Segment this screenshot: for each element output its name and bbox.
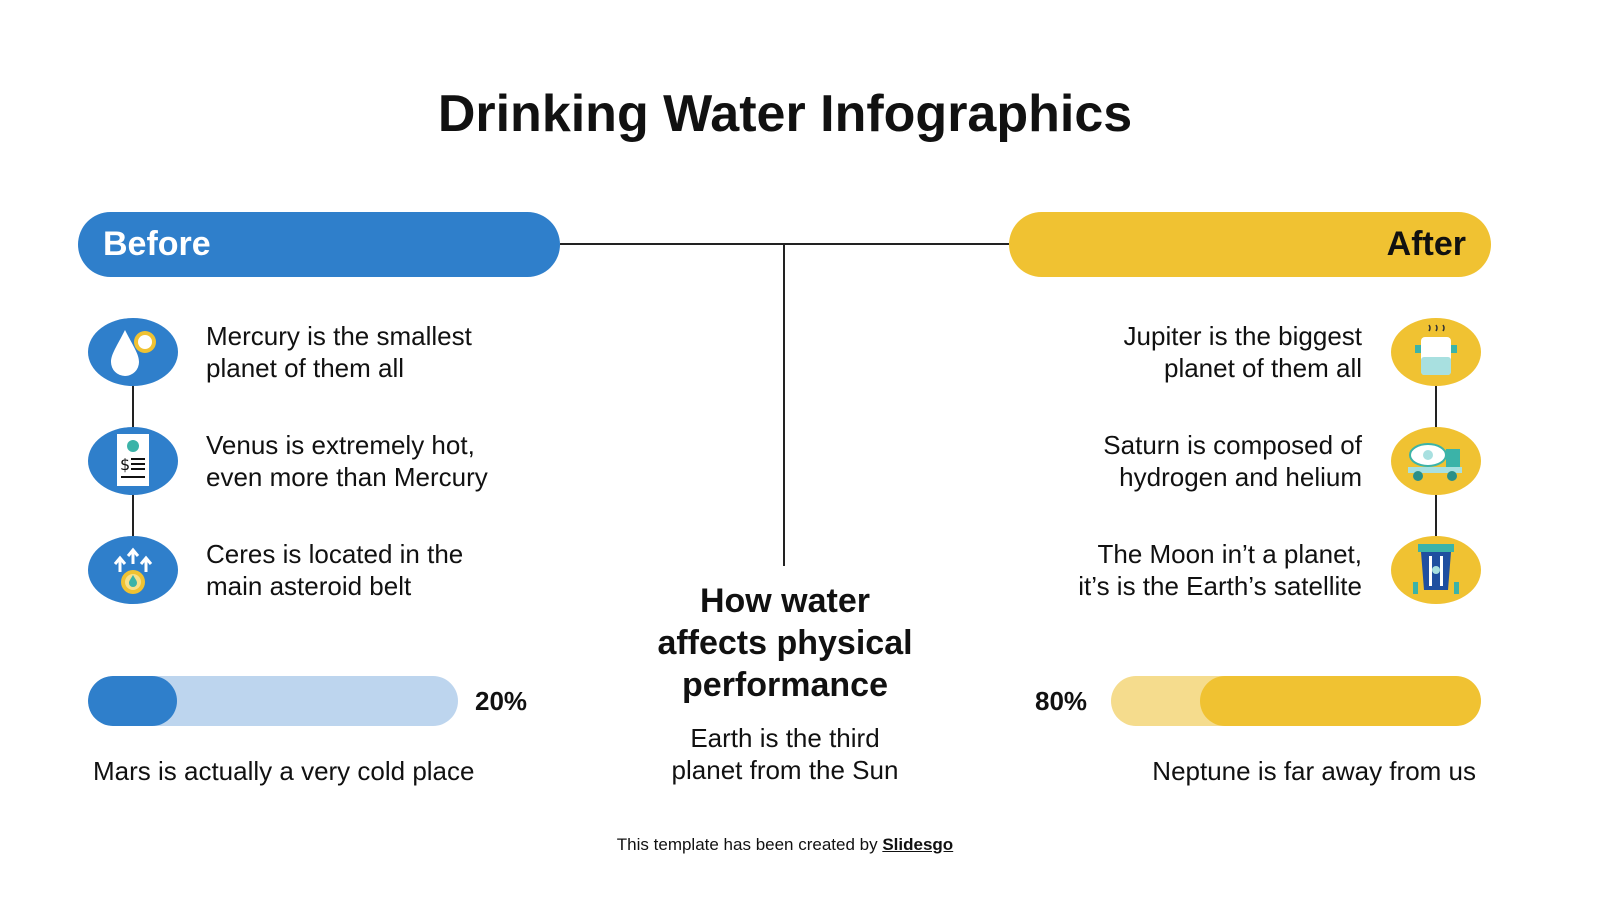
after-item-1: Jupiter is the biggest planet of them all <box>942 320 1362 384</box>
before-item-3-line2: main asteroid belt <box>206 571 412 601</box>
before-progress-bar <box>88 676 458 726</box>
center-sub-line1: Earth is the third <box>690 723 880 753</box>
connector-vertical <box>783 244 785 566</box>
center-heading-line1: How water <box>699 582 871 620</box>
after-caption: Neptune is far away from us <box>1152 756 1476 786</box>
after-progress-label: 80% <box>1035 686 1088 716</box>
after-item-3: The Moon in’t a planet, it’s is the Earth… <box>942 538 1362 602</box>
before-item-1-line1: Mercury is the smallest <box>206 321 472 351</box>
boiling-pot-icon <box>1391 318 1481 386</box>
slidesgo-link[interactable]: Slidesgo <box>882 835 954 854</box>
after-item-2: Saturn is composed of hydrogen and helium <box>942 429 1362 493</box>
center-subtext: Earth is the third planet from the Sun <box>600 722 970 786</box>
after-item-1-line2: planet of them all <box>1163 353 1362 383</box>
center-heading-line2: affects physical <box>657 624 913 662</box>
before-progress-fill <box>88 676 177 726</box>
water-coin-rising-icon <box>88 536 178 604</box>
after-item-3-line1: The Moon in’t a planet, <box>1097 539 1363 569</box>
before-item-1: Mercury is the smallest planet of them al… <box>206 320 626 384</box>
after-progress-fill <box>1199 676 1481 726</box>
after-progress-bar <box>1111 676 1481 726</box>
footer: This template has been created by Slides… <box>0 835 1570 855</box>
after-item-3-line2: it’s is the Earth’s satellite <box>1078 571 1362 601</box>
before-item-2-line2: even more than Mercury <box>206 462 488 492</box>
svg-text:$: $ <box>120 455 130 474</box>
before-caption: Mars is actually a very cold place <box>93 756 475 786</box>
after-header: After <box>1009 212 1491 277</box>
water-cart-icon <box>1391 536 1481 604</box>
water-drop-icon <box>88 318 178 386</box>
footer-text: This template has been created by <box>616 835 883 854</box>
before-item-1-line2: planet of them all <box>206 353 405 383</box>
after-item-2-line1: Saturn is composed of <box>1103 430 1362 460</box>
before-item-2: Venus is extremely hot, even more than Me… <box>206 429 626 493</box>
before-item-3: Ceres is located in the main asteroid bel… <box>206 538 626 602</box>
before-progress-label: 20% <box>475 686 528 716</box>
after-item-2-line2: hydrogen and helium <box>1119 462 1362 492</box>
center-sub-line2: planet from the Sun <box>671 755 899 785</box>
water-bill-icon: $ <box>88 427 178 495</box>
before-item-2-line1: Venus is extremely hot, <box>206 430 475 460</box>
water-tank-truck-icon <box>1391 427 1481 495</box>
page-title: Drinking Water Infographics <box>437 85 1133 143</box>
center-heading: How water affects physical performance <box>600 580 970 706</box>
after-item-1-line1: Jupiter is the biggest <box>1123 321 1362 351</box>
before-item-3-line1: Ceres is located in the <box>206 539 464 569</box>
center-heading-line3: performance <box>682 666 888 704</box>
before-header: Before <box>78 212 560 277</box>
